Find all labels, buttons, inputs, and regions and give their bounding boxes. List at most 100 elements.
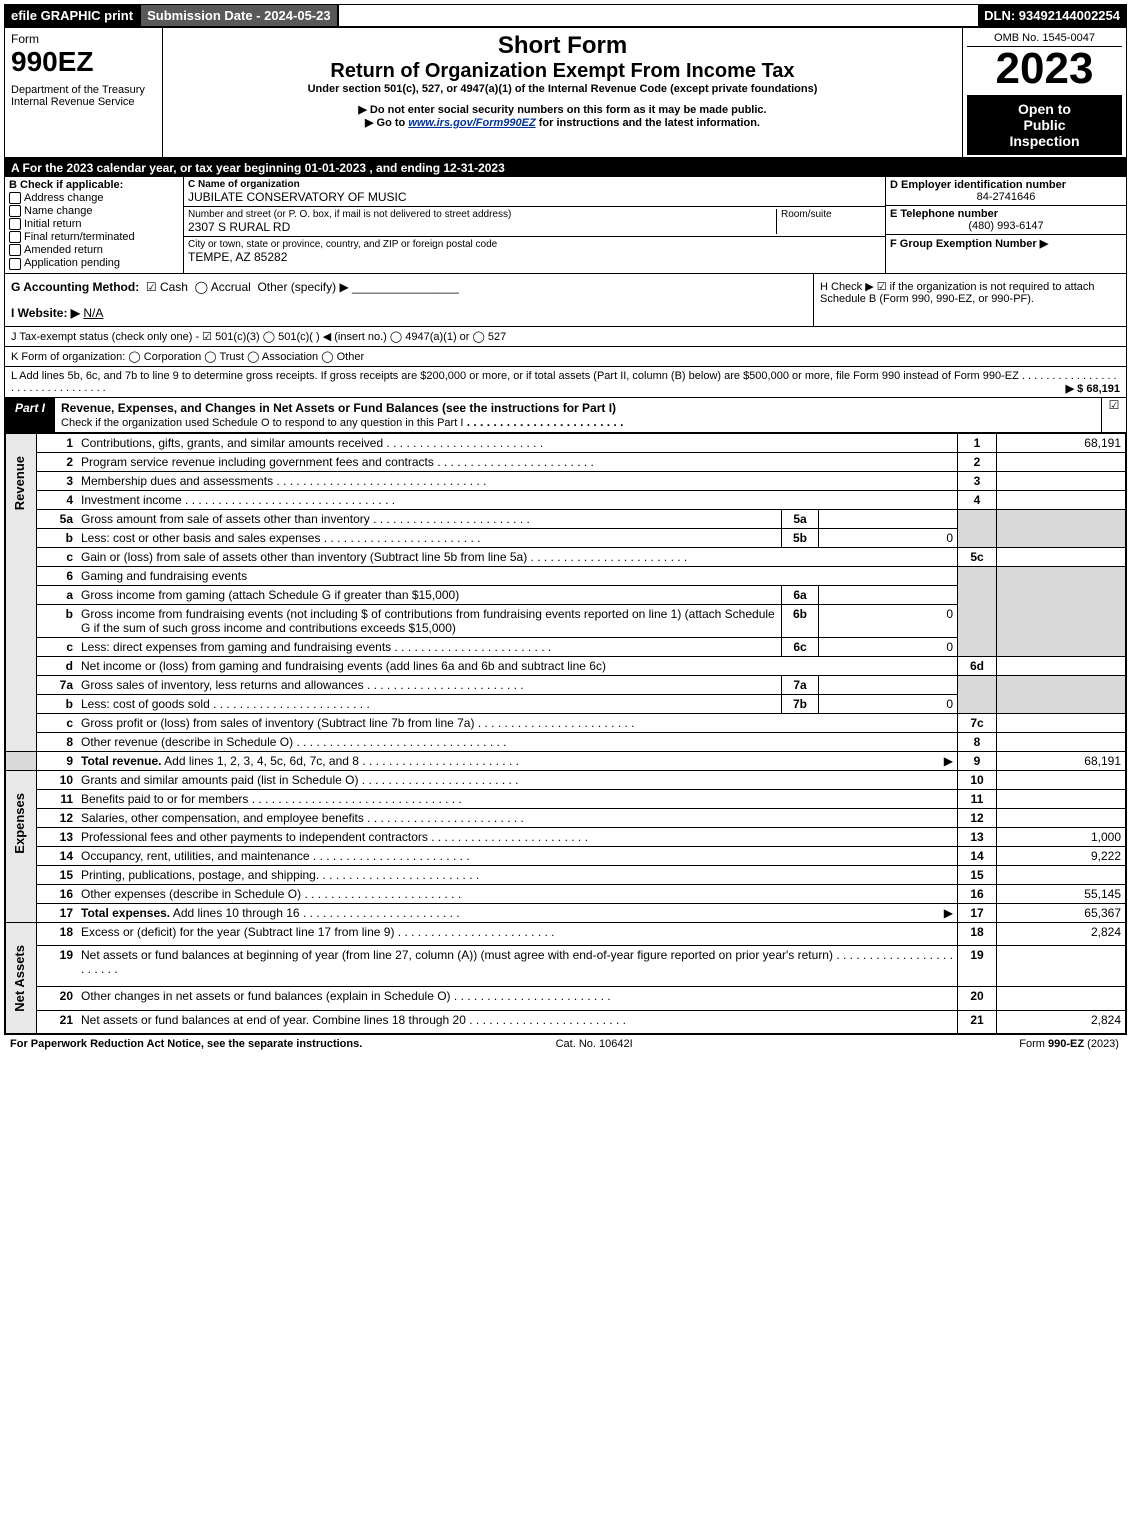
i-label: I Website: ▶ <box>11 306 80 320</box>
val-18: 2,824 <box>997 922 1126 946</box>
top-bar: efile GRAPHIC print Submission Date - 20… <box>5 5 1126 28</box>
part-i-check[interactable]: ☑ <box>1101 398 1126 432</box>
f-label: F Group Exemption Number ▶ <box>890 238 1048 250</box>
form-word: Form <box>11 32 156 46</box>
street-label: Number and street (or P. O. box, if mail… <box>188 209 776 220</box>
line-21: 21Net assets or fund balances at end of … <box>6 1010 1126 1034</box>
col-b: B Check if applicable: Address change Na… <box>5 177 184 273</box>
part-i-header: Part I Revenue, Expenses, and Changes in… <box>5 398 1126 433</box>
website-value: N/A <box>83 306 103 320</box>
val-14: 9,222 <box>997 846 1126 865</box>
chk-address-change[interactable]: Address change <box>9 192 179 204</box>
line-19: 19Net assets or fund balances at beginni… <box>6 946 1126 987</box>
short-form-title: Short Form <box>169 32 956 60</box>
f-cell: F Group Exemption Number ▶ <box>886 235 1126 252</box>
val-17: 65,367 <box>997 903 1126 922</box>
line-5a: 5aGross amount from sale of assets other… <box>6 509 1126 528</box>
line-2: 2Program service revenue including gover… <box>6 452 1126 471</box>
line-13: 13Professional fees and other payments t… <box>6 827 1126 846</box>
street-cell: Number and street (or P. O. box, if mail… <box>184 207 885 237</box>
dept-treasury: Department of the Treasury <box>11 84 156 96</box>
line-17: 17Total expenses. Add lines 10 through 1… <box>6 903 1126 922</box>
row-a: A For the 2023 calendar year, or tax yea… <box>5 159 1126 177</box>
b-label: B Check if applicable: <box>9 179 179 191</box>
phone-value: (480) 993-6147 <box>890 220 1122 232</box>
col-def: D Employer identification number 84-2741… <box>885 177 1126 273</box>
open-public: Open to Public Inspection <box>967 95 1122 155</box>
line-11: 11Benefits paid to or for members11 <box>6 789 1126 808</box>
sub-instr-2: ▶ Do not enter social security numbers o… <box>169 103 956 116</box>
part-i-title: Revenue, Expenses, and Changes in Net As… <box>55 398 1101 432</box>
g-label: G Accounting Method: <box>11 280 139 294</box>
part-i-tab: Part I <box>5 398 55 432</box>
form-header: Form 990EZ Department of the Treasury In… <box>5 28 1126 159</box>
line-20: 20Other changes in net assets or fund ba… <box>6 987 1126 1011</box>
val-1: 68,191 <box>997 433 1126 452</box>
ein-value: 84-2741646 <box>890 191 1122 203</box>
irs-link[interactable]: www.irs.gov/Form990EZ <box>408 117 535 129</box>
g-accrual[interactable]: Accrual <box>211 280 251 294</box>
line-12: 12Salaries, other compensation, and empl… <box>6 808 1126 827</box>
line-10: Expenses 10Grants and similar amounts pa… <box>6 770 1126 789</box>
dln: DLN: 93492144002254 <box>978 5 1126 26</box>
city-value: TEMPE, AZ 85282 <box>188 250 881 264</box>
line-6d: dNet income or (loss) from gaming and fu… <box>6 656 1126 675</box>
val-13: 1,000 <box>997 827 1126 846</box>
section-gh: G Accounting Method: ☑ Cash ◯ Accrual Ot… <box>5 274 1126 327</box>
line-9: 9 Total revenue. Add lines 1, 2, 3, 4, 5… <box>6 751 1126 770</box>
room-suite-label: Room/suite <box>776 209 881 234</box>
val-9: 68,191 <box>997 751 1126 770</box>
submission-date: Submission Date - 2024-05-23 <box>141 5 339 26</box>
j-line: J Tax-exempt status (check only one) - ☑… <box>5 327 1126 347</box>
chk-initial-return[interactable]: Initial return <box>9 218 179 230</box>
chk-name-change[interactable]: Name change <box>9 205 179 217</box>
l-text: L Add lines 5b, 6c, and 7b to line 9 to … <box>11 370 1019 382</box>
line-14: 14Occupancy, rent, utilities, and mainte… <box>6 846 1126 865</box>
section-bcdef: B Check if applicable: Address change Na… <box>5 177 1126 274</box>
line-15: 15Printing, publications, postage, and s… <box>6 865 1126 884</box>
header-left: Form 990EZ Department of the Treasury In… <box>5 28 163 157</box>
header-right: OMB No. 1545-0047 2023 Open to Public In… <box>962 28 1126 157</box>
revenue-vlabel: Revenue <box>6 433 37 751</box>
netassets-vlabel: Net Assets <box>6 922 37 1034</box>
line-18: Net Assets 18Excess or (deficit) for the… <box>6 922 1126 946</box>
g-cash[interactable]: Cash <box>160 280 188 294</box>
val-16: 55,145 <box>997 884 1126 903</box>
l-amount: ▶ $ 68,191 <box>1066 382 1120 395</box>
sub-instr-3: ▶ Go to www.irs.gov/Form990EZ for instru… <box>169 116 956 129</box>
chk-amended-return[interactable]: Amended return <box>9 244 179 256</box>
footer-left: For Paperwork Reduction Act Notice, see … <box>10 1038 362 1050</box>
street-value: 2307 S RURAL RD <box>188 220 776 234</box>
col-c: C Name of organization JUBILATE CONSERVA… <box>184 177 885 273</box>
g-other[interactable]: Other (specify) ▶ <box>257 280 348 294</box>
tax-year: 2023 <box>967 47 1122 91</box>
line-8: 8Other revenue (describe in Schedule O) … <box>6 732 1126 751</box>
header-center: Short Form Return of Organization Exempt… <box>163 28 962 157</box>
org-name-cell: C Name of organization JUBILATE CONSERVA… <box>184 177 885 207</box>
chk-final-return[interactable]: Final return/terminated <box>9 231 179 243</box>
line-6: 6Gaming and fundraising events <box>6 566 1126 585</box>
l-line: L Add lines 5b, 6c, and 7b to line 9 to … <box>5 367 1126 398</box>
val-21: 2,824 <box>997 1010 1126 1034</box>
e-cell: E Telephone number (480) 993-6147 <box>886 206 1126 235</box>
expenses-vlabel: Expenses <box>6 770 37 922</box>
footer-formno: Form 990-EZ (2023) <box>1019 1038 1119 1050</box>
footer-catno: Cat. No. 10642I <box>556 1038 633 1050</box>
city-cell: City or town, state or province, country… <box>184 237 885 266</box>
line-1: Revenue 1 Contributions, gifts, grants, … <box>6 433 1126 452</box>
line-5c: cGain or (loss) from sale of assets othe… <box>6 547 1126 566</box>
city-label: City or town, state or province, country… <box>188 239 881 250</box>
sub-instr-1: Under section 501(c), 527, or 4947(a)(1)… <box>169 83 956 95</box>
irs-label: Internal Revenue Service <box>11 96 156 108</box>
g-cell: G Accounting Method: ☑ Cash ◯ Accrual Ot… <box>5 274 813 326</box>
part-i-table: Revenue 1 Contributions, gifts, grants, … <box>5 433 1126 1035</box>
efile-print-button[interactable]: efile GRAPHIC print <box>5 5 141 26</box>
d-cell: D Employer identification number 84-2741… <box>886 177 1126 206</box>
return-title: Return of Organization Exempt From Incom… <box>169 60 956 83</box>
form-990ez: efile GRAPHIC print Submission Date - 20… <box>4 4 1127 1035</box>
line-16: 16Other expenses (describe in Schedule O… <box>6 884 1126 903</box>
line-7a: 7aGross sales of inventory, less returns… <box>6 675 1126 694</box>
c-name-label: C Name of organization <box>188 179 881 190</box>
chk-application-pending[interactable]: Application pending <box>9 257 179 269</box>
org-name: JUBILATE CONSERVATORY OF MUSIC <box>188 190 881 204</box>
